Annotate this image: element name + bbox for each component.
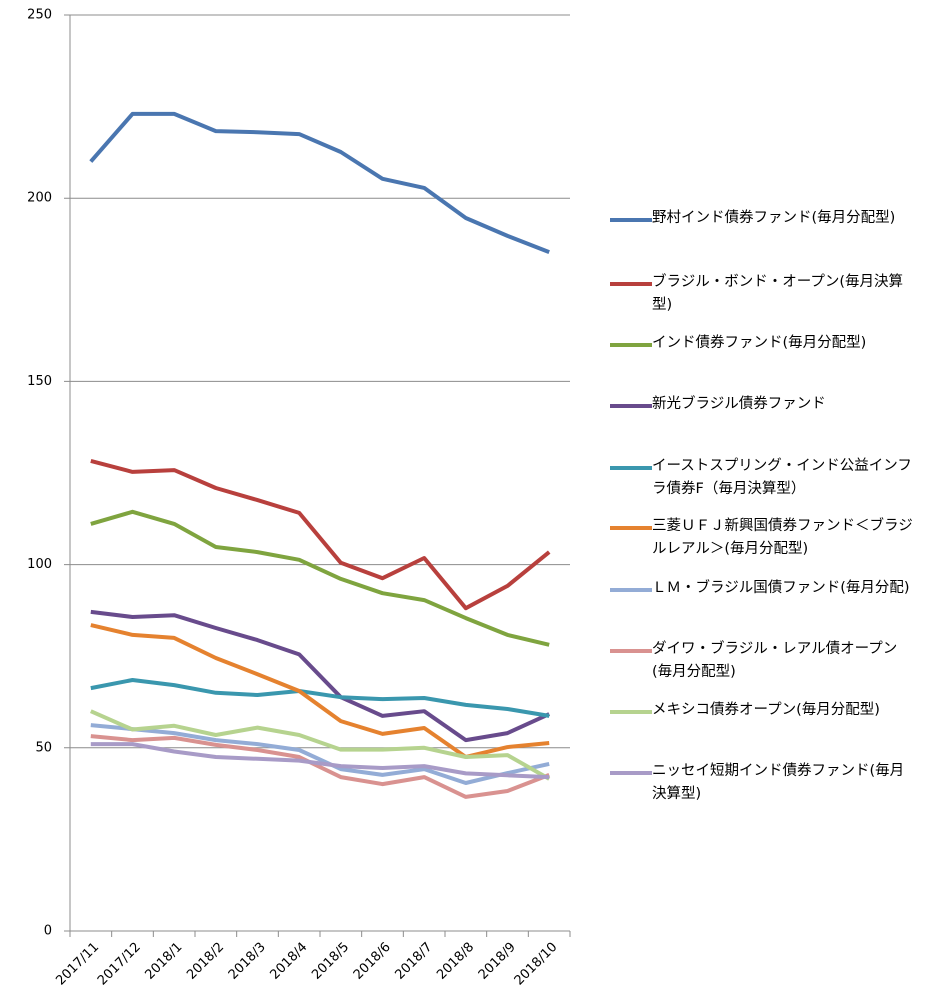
series-line (90, 458, 551, 611)
legend-swatch (610, 282, 652, 286)
y-tick-label: 50 (35, 740, 52, 755)
y-tick-label: 100 (27, 557, 52, 572)
x-tick-label: 2017/12 (95, 940, 144, 989)
legend-label: ニッセイ短期インド債券ファンド(毎月決算型) (652, 763, 905, 802)
series-line (89, 111, 550, 254)
legend-label: イーストスプリング・インド公益インフラ債券F（毎月決算型） (652, 458, 912, 497)
legend-label: 三菱ＵＦＪ新興国債券ファンド＜ブラジルレアル＞(毎月分配型) (652, 518, 913, 557)
y-tick-label: 150 (27, 374, 52, 389)
legend-swatch (610, 771, 652, 775)
series-line (90, 723, 550, 785)
legend-swatch (610, 710, 652, 714)
x-tick-label: 2018/5 (309, 940, 352, 983)
legend-item: メキシコ債券オープン(毎月分配型) (610, 702, 920, 722)
legend-item: ダイワ・ブラジル・レアル債オープン(毎月分配型) (610, 641, 920, 684)
legend-item: 野村インド債券ファンド(毎月分配型) (610, 210, 920, 230)
legend-label: インド債券ファンド(毎月分配型) (652, 335, 867, 351)
x-tick-label: 2018/7 (393, 940, 436, 983)
series-line (90, 734, 550, 799)
legend-item: ＬＭ・ブラジル国債ファンド(毎月分配) (610, 580, 920, 600)
legend-swatch (610, 526, 652, 530)
legend-label: メキシコ債券オープン(毎月分配型) (652, 702, 880, 718)
legend-label: ダイワ・ブラジル・レアル債オープン(毎月分配型) (652, 641, 898, 680)
legend-swatch (610, 649, 652, 653)
series-line (90, 742, 550, 780)
series-line (90, 509, 550, 647)
legend-swatch (610, 404, 652, 408)
y-tick-label: 250 (27, 8, 52, 23)
y-tick-label: 200 (27, 191, 52, 206)
legend-swatch (610, 466, 652, 470)
legend-label: ＬＭ・ブラジル国債ファンド(毎月分配) (652, 580, 910, 596)
x-tick-label: 2018/6 (351, 940, 394, 983)
series-line (90, 609, 551, 743)
x-tick-label: 2018/10 (512, 940, 561, 989)
x-tick-label: 2018/1 (143, 940, 186, 983)
legend-item: ブラジル・ボンド・オープン(毎月決算型) (610, 274, 920, 317)
legend-item: 三菱ＵＦＪ新興国債券ファンド＜ブラジルレアル＞(毎月分配型) (610, 518, 920, 561)
series-line (90, 678, 550, 718)
legend-item: イーストスプリング・インド公益インフラ債券F（毎月決算型） (610, 458, 920, 501)
legend-item: ニッセイ短期インド債券ファンド(毎月決算型) (610, 763, 920, 806)
legend-label: 野村インド債券ファンド(毎月分配型) (652, 210, 896, 226)
x-tick-label: 2018/8 (434, 940, 477, 983)
legend-label: 新光ブラジル債券ファンド (652, 396, 826, 412)
series-line (89, 709, 551, 781)
y-tick-label: 0 (44, 924, 52, 939)
x-tick-label: 2018/3 (226, 940, 269, 983)
legend-item: インド債券ファンド(毎月分配型) (610, 335, 920, 355)
x-tick-label: 2017/11 (53, 940, 102, 989)
legend-swatch (610, 343, 652, 347)
legend-label: ブラジル・ボンド・オープン(毎月決算型) (652, 274, 903, 313)
legend-swatch (610, 218, 652, 222)
legend-item: 新光ブラジル債券ファンド (610, 396, 920, 416)
x-tick-label: 2018/4 (268, 940, 311, 983)
x-tick-label: 2018/2 (184, 940, 227, 983)
legend-swatch (610, 588, 652, 592)
